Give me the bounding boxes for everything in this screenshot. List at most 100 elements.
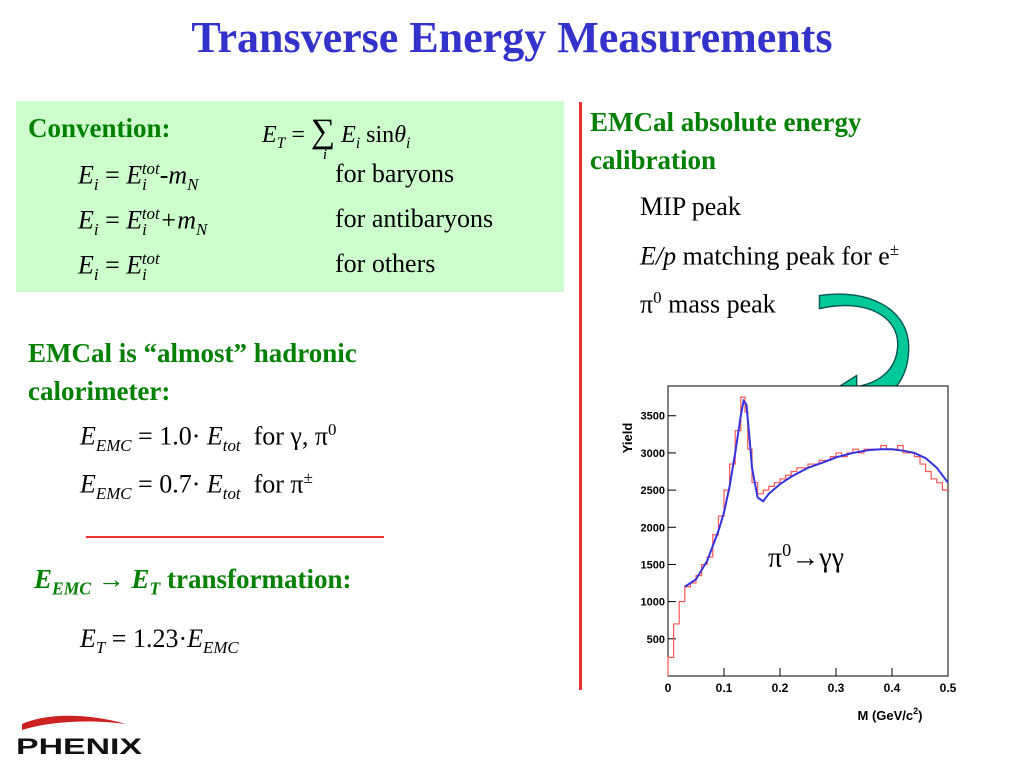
chart-svg: 500 1000 1500 2000 2500 3000 3500 0 0.1 0.2 0.3 0.… [620, 385, 957, 723]
emc-e: E [206, 421, 223, 451]
eq-rhs: E [126, 160, 143, 190]
eq-rhs-sub: i [142, 174, 147, 194]
et-sum-formula: ET = ∑ i Ei sinθi [262, 113, 411, 163]
sum-symbol: ∑ [310, 113, 336, 150]
teq-lhs-sub: T [95, 638, 106, 658]
anno-pi: π [768, 542, 783, 574]
anno-sup: 0 [782, 540, 792, 560]
trans-a-sub: EMC [52, 578, 91, 599]
convention-box: Convention: ET = ∑ i Ei sinθi Ei = Eitot… [16, 101, 564, 292]
transformation-equation: ET = 1.23·EEMC [80, 624, 239, 658]
convention-eq-baryons: Ei = Eitot-mN [78, 159, 198, 195]
label-antibaryons: for antibaryons [335, 204, 494, 233]
ep-text: E/p [640, 241, 677, 271]
eq-lhs-sub: i [93, 174, 99, 194]
slide-title: Transverse Energy Measurements [191, 13, 833, 62]
trans-b: E [131, 564, 150, 594]
teq-lhs: E [80, 624, 96, 653]
emc-factor: = 0.7· [131, 469, 207, 499]
ep-sup: ± [889, 240, 900, 259]
x-axis-label-end: ) [918, 708, 922, 723]
x-tick-label: 0.1 [716, 681, 733, 695]
pi0-text: π [640, 289, 654, 319]
plot-frame [667, 385, 949, 677]
histogram-series [667, 396, 948, 676]
y-tick-label: 1500 [641, 559, 665, 571]
logo-text: PHENIX [16, 734, 142, 759]
x-axis-label-main: M (GeV/c [858, 708, 914, 723]
logo-swoosh [22, 715, 126, 730]
formula-eq: = [291, 122, 305, 148]
fit-series [684, 398, 949, 588]
emc-lhs-sub: EMC [95, 435, 132, 455]
red-vertical-divider [579, 102, 582, 690]
formula-lhs: E [262, 122, 277, 148]
y-axis-label: Yield [620, 423, 635, 454]
eq-sign: = [98, 205, 127, 235]
eq-tail-sub: N [196, 219, 208, 239]
emc-lhs: E [80, 421, 96, 451]
trans-a: E [34, 564, 53, 594]
emc-factor: = 1.0· [131, 421, 207, 451]
emc-lhs-sub: EMC [95, 483, 132, 503]
y-tick-label: 500 [647, 634, 665, 646]
eq-rhs-sub: i [142, 219, 147, 239]
label-others: for others [335, 249, 436, 278]
x-tick-label: 0.2 [772, 681, 789, 695]
calibration-heading: EMCal absolute energy calibration [590, 103, 861, 179]
calibration-heading-line2: calibration [590, 145, 716, 175]
pi0-sup: 0 [653, 288, 662, 307]
y-tick-label: 2500 [641, 485, 665, 497]
calibration-item-mip: MIP peak [640, 192, 741, 222]
eq-lhs: E [78, 250, 94, 280]
emc-label-sup: ± [303, 468, 313, 487]
eq-rhs-sup: tot [141, 159, 160, 178]
eq-sign: = [98, 250, 127, 280]
eq-rhs: E [126, 250, 143, 280]
emc-e-sub: tot [222, 435, 241, 455]
hadronic-heading: EMCal is “almost” hadronic calorimeter: [28, 334, 357, 410]
teq-rhs: E [187, 624, 204, 653]
eq-tail: -m [159, 160, 188, 190]
y-tick-label: 3500 [641, 411, 665, 423]
x-tick-label: 0.5 [940, 681, 957, 695]
emc-lhs: E [80, 469, 96, 499]
formula-term: E [341, 122, 356, 148]
convention-eq-antibaryons: Ei = Eitot+mN [78, 204, 207, 240]
formula-lhs-sub: T [276, 134, 286, 152]
eq-lhs-sub: i [93, 264, 99, 284]
formula-theta-sub: i [405, 134, 411, 152]
hadronic-heading-line1: EMCal is “almost” hadronic [28, 338, 357, 368]
eq-lhs: E [78, 160, 94, 190]
teq-rhs-sub: EMC [203, 638, 239, 658]
eq-rhs: E [126, 205, 143, 235]
emc-label-sup: 0 [328, 420, 337, 439]
pi0-post: mass peak [661, 289, 776, 319]
trans-arrow-icon: → [91, 564, 132, 594]
transformation-heading: EEMC → ET transformation: [34, 564, 351, 599]
calibration-heading-line1: EMCal absolute energy [590, 107, 862, 137]
calibration-item-ep: E/p matching peak for e± [640, 240, 899, 272]
convention-eq-others: Ei = Eitot [78, 249, 160, 285]
formula-sin: sin [366, 122, 395, 148]
eq-sign: = [98, 160, 127, 190]
y-tick-label: 3000 [641, 448, 665, 460]
eq-rhs-sup: tot [141, 204, 160, 223]
eq-lhs-sub: i [93, 219, 99, 239]
x-axis-label: M (GeV/c2) [858, 706, 923, 723]
teq-mid: = 1.23· [105, 624, 188, 653]
x-axis-ticks: 0 0.1 0.2 0.3 0.4 0.5 [665, 668, 957, 695]
eq-rhs-sup: tot [141, 249, 160, 268]
formula-theta: θ [394, 122, 406, 148]
eq-lhs: E [78, 205, 94, 235]
convention-heading: Convention: [28, 113, 171, 143]
mip-text: MIP peak [640, 192, 741, 221]
y-tick-label: 1000 [641, 597, 665, 609]
sum-index: i [322, 147, 328, 163]
ep-post: matching peak for e [676, 241, 890, 271]
x-tick-label: 0.3 [828, 681, 845, 695]
trans-b-sub: T [149, 578, 161, 599]
emc-label: for γ, π [240, 421, 329, 451]
eq-tail: +m [159, 205, 197, 235]
emc-eq-pion: EEMC = 0.7· Etot for π± [80, 468, 313, 504]
